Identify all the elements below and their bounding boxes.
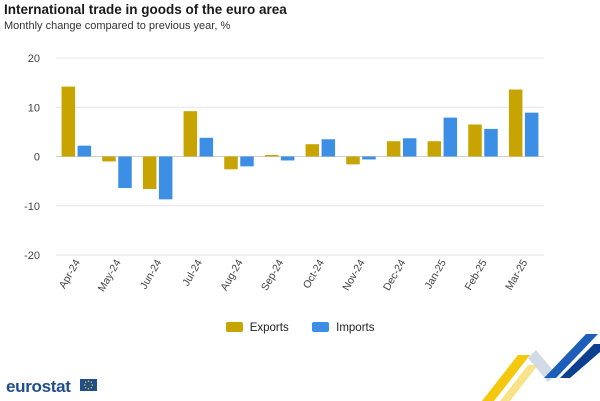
bar-exports-aug-24[interactable] — [224, 156, 238, 170]
legend-label-exports: Exports — [249, 322, 289, 334]
bar-imports-jan-25[interactable] — [443, 117, 458, 157]
legend-label-imports: Imports — [336, 322, 375, 334]
bar-exports-dec-24[interactable] — [386, 141, 401, 157]
x-tick-label: Mar-25 — [503, 257, 530, 292]
legend: Exports Imports — [0, 322, 600, 334]
bar-imports-dec-24[interactable] — [402, 138, 417, 157]
bar-exports-oct-24[interactable] — [305, 144, 320, 157]
bar-exports-jun-24[interactable] — [142, 156, 157, 190]
bar-exports-mar-25[interactable] — [508, 89, 523, 157]
bar-imports-mar-25[interactable] — [524, 112, 539, 157]
bar-imports-jun-24[interactable] — [158, 156, 173, 200]
bar-imports-may-24[interactable] — [118, 156, 132, 189]
legend-swatch-exports — [225, 322, 243, 332]
bar-exports-nov-24[interactable] — [346, 156, 360, 165]
x-tick-label: Jul-24 — [180, 257, 205, 288]
y-tick-label: -20 — [24, 250, 40, 262]
bar-exports-jul-24[interactable] — [183, 111, 198, 157]
bar-imports-feb-25[interactable] — [484, 128, 498, 157]
bar-imports-oct-24[interactable] — [321, 139, 336, 157]
bars — [61, 86, 539, 200]
bar-imports-nov-24[interactable] — [362, 156, 376, 160]
x-tick-label: Sep-24 — [259, 257, 286, 292]
legend-item-exports[interactable]: Exports — [225, 322, 289, 334]
eurostat-logo: eurostat — [6, 377, 71, 396]
x-tick-label: Jan-25 — [422, 257, 449, 291]
x-axis-ticks: Apr-24 May-24 Jun-24 Jul-24 Aug-24 Sep-24 Oct-… — [57, 257, 531, 293]
bar-exports-sep-24[interactable] — [264, 155, 279, 157]
x-tick-label: Oct-24 — [301, 257, 327, 290]
y-tick-label: -10 — [24, 201, 40, 213]
bar-imports-jul-24[interactable] — [199, 137, 214, 157]
legend-item-imports[interactable]: Imports — [311, 322, 375, 334]
legend-swatch-imports — [311, 322, 329, 332]
y-tick-label: 10 — [28, 102, 40, 114]
bar-exports-apr-24[interactable] — [61, 86, 76, 157]
x-tick-label: Dec-24 — [381, 257, 408, 292]
y-tick-label: 0 — [34, 152, 40, 164]
bar-exports-jan-25[interactable] — [427, 141, 442, 157]
y-tick-label: 20 — [28, 53, 40, 65]
bar-imports-sep-24[interactable] — [280, 156, 295, 161]
bar-exports-may-24[interactable] — [102, 156, 116, 162]
x-tick-label: May-24 — [96, 257, 124, 293]
bar-exports-feb-25[interactable] — [468, 124, 482, 157]
x-tick-label: Feb-25 — [463, 257, 490, 292]
grid-lines — [56, 57, 544, 256]
eu-flag-icon — [80, 379, 97, 391]
corner-ribbon-graphic — [482, 334, 600, 401]
bar-imports-apr-24[interactable] — [77, 145, 92, 157]
bar-chart: 20 10 0 -10 -20 Apr-24 May-24 Jun-24 Jul-24 Aug-… — [24, 53, 544, 294]
y-axis-ticks: 20 10 0 -10 -20 — [24, 53, 40, 262]
x-tick-label: Aug-24 — [218, 257, 245, 292]
bar-imports-aug-24[interactable] — [240, 156, 254, 167]
x-tick-label: Nov-24 — [340, 257, 367, 292]
chart-subtitle: Monthly change compared to previous year… — [4, 20, 231, 32]
x-tick-label: Apr-24 — [57, 257, 83, 290]
x-tick-label: Jun-24 — [138, 257, 165, 291]
chart-title: International trade in goods of the euro… — [4, 2, 287, 17]
